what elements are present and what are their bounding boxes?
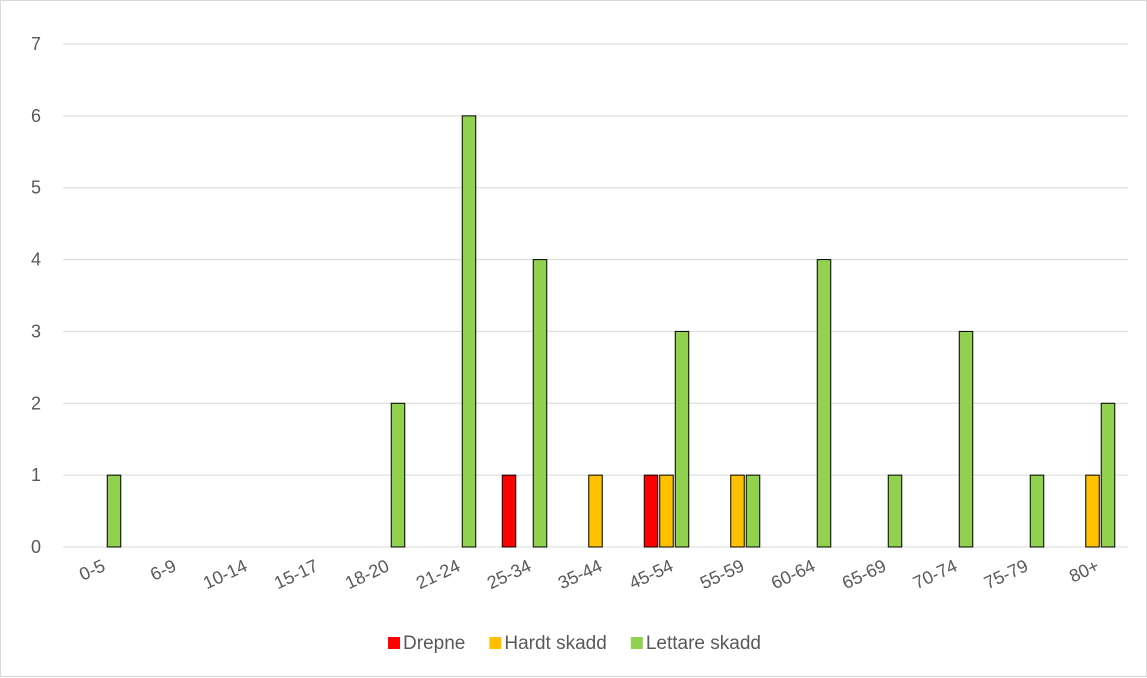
x-tick-label: 21-24 [413,555,463,593]
legend-swatch [388,637,401,649]
bar-lettare-skadd-55-59 [745,474,761,548]
x-tick-label: 35-44 [555,555,605,593]
legend-label: Drepne [403,633,465,654]
bar-hardt-skadd-55-59 [730,474,745,548]
y-tick-label: 0 [31,537,41,557]
legend-swatch [630,637,643,649]
x-axis-tick-labels: 0-5 6-9 10-14 15-17 18-20 21-24 25-34 35-44 45-5… [76,555,1102,593]
bar-lettare-skadd-65-69 [887,474,903,548]
y-tick-label: 1 [31,465,41,485]
bar-lettare-skadd-18-20 [390,402,406,548]
bar-lettare-skadd-80+ [1100,402,1116,548]
x-tick-label: 25-34 [484,555,534,593]
x-tick-label: 15-17 [271,555,321,593]
bar-lettare-skadd-45-54 [674,330,690,548]
bar-lettare-skadd-60-64 [816,259,832,548]
legend-item-hardt-skadd: Hardt skadd [489,633,607,654]
y-tick-label: 5 [31,178,41,198]
bar-lettare-skadd-21-24 [461,115,477,548]
bar-hardt-skadd-80+ [1085,474,1100,548]
x-tick-label: 60-64 [768,555,818,593]
legend-label: Lettare skadd [646,633,761,654]
y-axis-tick-labels: 0 1 2 3 4 5 6 7 [31,34,41,557]
y-tick-label: 7 [31,34,41,54]
bar-drepne-45-54 [643,474,659,548]
legend-item-lettare-skadd: Lettare skadd [630,633,761,654]
x-tick-label: 70-74 [910,555,960,593]
bar-lettare-skadd-25-34 [532,259,548,548]
bar-hardt-skadd-35-44 [588,474,603,548]
x-tick-label: 6-9 [147,555,179,584]
x-tick-label: 75-79 [981,555,1031,593]
y-tick-label: 6 [31,106,41,126]
x-tick-label: 65-69 [839,555,889,593]
x-tick-label: 10-14 [200,555,250,593]
gridlines [63,43,1128,548]
y-tick-label: 2 [31,393,41,413]
bar-lettare-skadd-75-79 [1029,474,1045,548]
bar-lettare-skadd-0-5 [106,474,122,548]
legend-label: Hardt skadd [504,633,606,654]
x-tick-label: 55-59 [697,555,747,593]
bars [106,115,1116,548]
legend-item-drepne: Drepne [388,633,465,654]
legend: Drepne Hardt skadd Lettare skadd [388,633,761,654]
y-tick-label: 4 [31,250,41,270]
bar-drepne-25-34 [501,474,517,548]
legend-swatch [489,637,502,649]
x-tick-label: 45-54 [626,555,676,593]
x-tick-label: 18-20 [342,555,392,593]
x-tick-label: 0-5 [76,555,108,584]
y-tick-label: 3 [31,321,41,341]
bar-lettare-skadd-70-74 [958,330,974,548]
bar-hardt-skadd-45-54 [659,474,674,548]
x-tick-label: 80+ [1066,555,1102,586]
